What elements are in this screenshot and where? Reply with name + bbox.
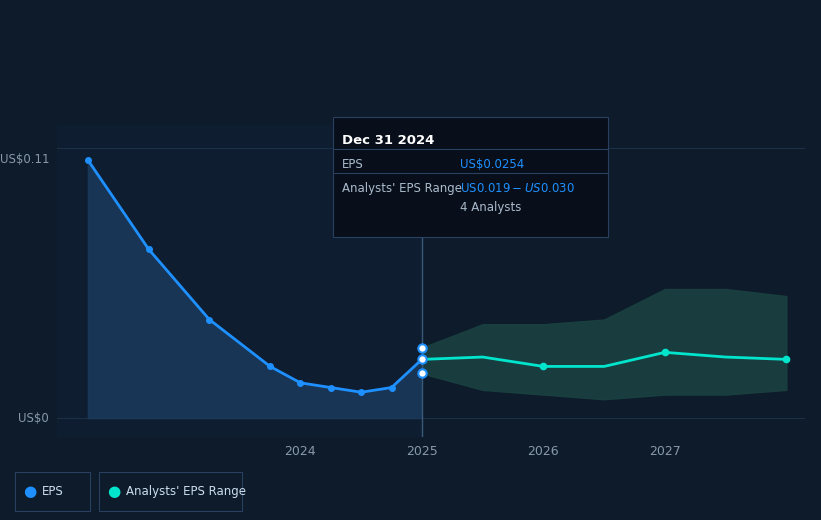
Text: Analysts Forecasts: Analysts Forecasts <box>429 140 539 153</box>
Text: Analysts' EPS Range: Analysts' EPS Range <box>342 182 462 195</box>
Text: US$0.019 - US$0.030: US$0.019 - US$0.030 <box>460 182 575 195</box>
Text: EPS: EPS <box>42 485 63 498</box>
Text: ●: ● <box>107 484 120 499</box>
Text: Actual: Actual <box>378 140 415 153</box>
Text: US$0: US$0 <box>18 411 49 424</box>
Text: Dec 31 2024: Dec 31 2024 <box>342 134 435 147</box>
Bar <box>57 125 422 437</box>
Text: US$0.0254: US$0.0254 <box>460 158 524 171</box>
Text: EPS: EPS <box>342 158 364 171</box>
Text: Analysts' EPS Range: Analysts' EPS Range <box>126 485 245 498</box>
Text: ●: ● <box>23 484 36 499</box>
Text: 4 Analysts: 4 Analysts <box>460 201 521 214</box>
Text: US$0.11: US$0.11 <box>0 153 49 166</box>
